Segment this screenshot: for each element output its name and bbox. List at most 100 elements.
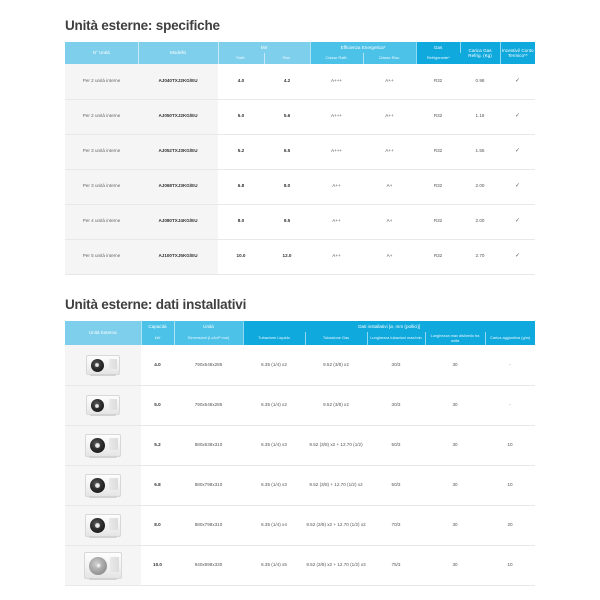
extra-charge-cell: 10	[485, 545, 535, 586]
elevation-cell: 30	[425, 545, 485, 586]
table-row: 5.0 790x548x285 6.35 (1/4) x2 9.52 (3/8) x2…	[65, 385, 535, 426]
unit-count-cell: Per 3 unità interne	[65, 169, 138, 205]
pipe-length-cell: 50/3	[367, 465, 425, 506]
unit-base	[88, 577, 118, 580]
table-specifiche-head: N° Unità Modello kW Efficienza Energetic…	[65, 42, 536, 64]
extra-charge-cell: 10	[485, 425, 535, 466]
eff-heat-cell: A++	[363, 64, 417, 100]
eff-cool-cell: A+++	[310, 64, 364, 100]
air-conditioner-icon	[86, 395, 120, 416]
fan-hub	[95, 443, 100, 449]
eff-heat-cell: A+	[363, 204, 417, 240]
th-eff-cool: Classe Raffr.	[310, 53, 364, 64]
incentive-cell: ✓	[500, 134, 536, 170]
th-outdoor-unit: Unità Esterna	[65, 321, 142, 345]
table-specifiche-body: Per 2 unità interne AJ040TXJ2KG/EU 4.0 4.2 A…	[65, 64, 536, 275]
air-conditioner-icon	[85, 433, 121, 458]
liquid-pipe-cell: 6.35 (1/4) x3	[243, 425, 305, 466]
liquid-pipe-cell: 6.35 (1/4) x3	[243, 465, 305, 506]
kw-heat-cell: 9.5	[264, 204, 311, 240]
table-specifiche: N° Unità Modello kW Efficienza Energetic…	[65, 42, 536, 275]
eff-cool-cell: A++	[310, 169, 364, 205]
outdoor-unit-image	[66, 386, 140, 425]
table-row: 5.2 880x638x310 6.35 (1/4) x3 9.52 (3/8) x2…	[65, 425, 535, 466]
th-kw-heat: Risc.	[264, 53, 311, 64]
air-conditioner-icon	[84, 551, 122, 580]
unit-base	[90, 414, 116, 416]
outdoor-unit-image	[66, 426, 140, 465]
th-liquid-pipe: Tubazione Liquido	[243, 332, 306, 345]
charge-cell: 1.55	[460, 134, 501, 170]
th-install-group: Dati installativi [ø, mm (pollici)]	[243, 321, 535, 332]
model-cell: AJ052TXJ3KG/EU	[138, 134, 218, 170]
charge-cell: 2.00	[460, 169, 501, 205]
model-cell: AJ068TXJ3KG/EU	[138, 169, 218, 205]
table-row: Per 3 unità interne AJ068TXJ3KG/EU 6.8 8.0 A…	[65, 169, 536, 205]
side-vent	[109, 518, 118, 531]
outdoor-unit-cell	[65, 385, 141, 426]
side-vent	[109, 438, 118, 451]
incentive-cell: ✓	[500, 99, 536, 135]
kw-heat-cell: 8.0	[264, 169, 311, 205]
fan-grille-icon	[90, 478, 106, 494]
eff-heat-cell: A++	[363, 134, 417, 170]
table-row: 4.0 790x548x285 6.35 (1/4) x2 9.52 (3/8) x2…	[65, 345, 535, 386]
th-efficiency-group: Efficienza Energetica*	[310, 42, 417, 53]
eff-heat-cell: A++	[363, 99, 417, 135]
unit-body	[86, 354, 120, 376]
charge-cell: 2.00	[460, 204, 501, 240]
outdoor-unit-cell	[65, 345, 141, 386]
eff-cool-cell: A+++	[310, 99, 364, 135]
eff-cool-cell: A++	[310, 204, 364, 240]
dimensions-cell: 790x548x285	[174, 385, 243, 426]
model-cell: AJ050TXJ2KG/EU	[138, 99, 218, 135]
pipe-length-cell: 70/3	[367, 505, 425, 546]
eff-cool-cell: A++	[310, 239, 364, 275]
extra-charge-cell: -	[485, 345, 535, 386]
liquid-pipe-cell: 6.35 (1/4) x2	[243, 385, 305, 426]
unit-count-cell: Per 2 unità interne	[65, 99, 138, 135]
fan-hub	[95, 562, 101, 569]
model-cell: AJ100TXJ5KG/EU	[138, 239, 218, 275]
th-model: Modello	[138, 42, 219, 64]
outdoor-unit-image	[66, 506, 140, 545]
th-capacity-sub: kW	[141, 332, 175, 345]
gas-pipe-cell: 9.52 (3/8) x2 + 12.70 (1/2) x3	[305, 545, 367, 586]
kw-cool-cell: 8.0	[218, 204, 264, 240]
gas-pipe-cell: 9.52 (3/8) x2 + 12.70 (1/2) x2	[305, 505, 367, 546]
th-gas-sub: Refrigerante*	[416, 53, 461, 64]
elevation-cell: 30	[425, 505, 485, 546]
side-vent	[109, 557, 119, 572]
table-row: Per 2 unità interne AJ040TXJ2KG/EU 4.0 4.2 A…	[65, 64, 536, 100]
fan-grille-icon	[89, 556, 108, 575]
unit-base	[90, 373, 116, 376]
side-vent	[108, 358, 117, 370]
liquid-pipe-cell: 6.35 (1/4) x5	[243, 545, 305, 586]
capacity-cell: 5.0	[141, 385, 174, 426]
unit-base	[89, 535, 117, 538]
liquid-pipe-cell: 6.35 (1/4) x4	[243, 505, 305, 546]
outdoor-unit-image	[66, 466, 140, 505]
extra-charge-cell: 20	[485, 505, 535, 546]
outdoor-unit-cell	[65, 425, 141, 466]
th-gas-group: Gas	[416, 42, 461, 53]
fan-hub	[95, 363, 100, 368]
th-gas-charge: Carica Gas Refrig. (Kg)	[460, 42, 501, 64]
table-row: Per 2 unità interne AJ050TXJ2KG/EU 5.0 5.6 A…	[65, 99, 536, 135]
th-incentive: Incentivi/ Conto Termico**	[500, 42, 536, 64]
table-dati-head: Unità Esterna Capacità Unità Dati instal…	[65, 321, 535, 345]
elevation-cell: 30	[425, 385, 485, 426]
incentive-cell: ✓	[500, 239, 536, 275]
air-conditioner-icon	[85, 513, 121, 538]
liquid-pipe-cell: 6.35 (1/4) x2	[243, 345, 305, 386]
unit-body	[86, 395, 120, 416]
gas-pipe-cell: 9.52 (3/8) x2	[305, 345, 367, 386]
elevation-cell: 30	[425, 345, 485, 386]
kw-cool-cell: 6.8	[218, 169, 264, 205]
table-row: 8.0 880x798x310 6.35 (1/4) x4 9.52 (3/8) x2…	[65, 505, 535, 546]
unit-body	[85, 513, 121, 538]
table-row: Per 5 unità interne AJ100TXJ5KG/EU 10.0 12.…	[65, 239, 536, 275]
gas-pipe-cell: 9.52 (3/8) x2 + 12.70 (1/2)	[305, 425, 367, 466]
fan-hub	[95, 523, 100, 529]
side-vent	[109, 478, 118, 491]
